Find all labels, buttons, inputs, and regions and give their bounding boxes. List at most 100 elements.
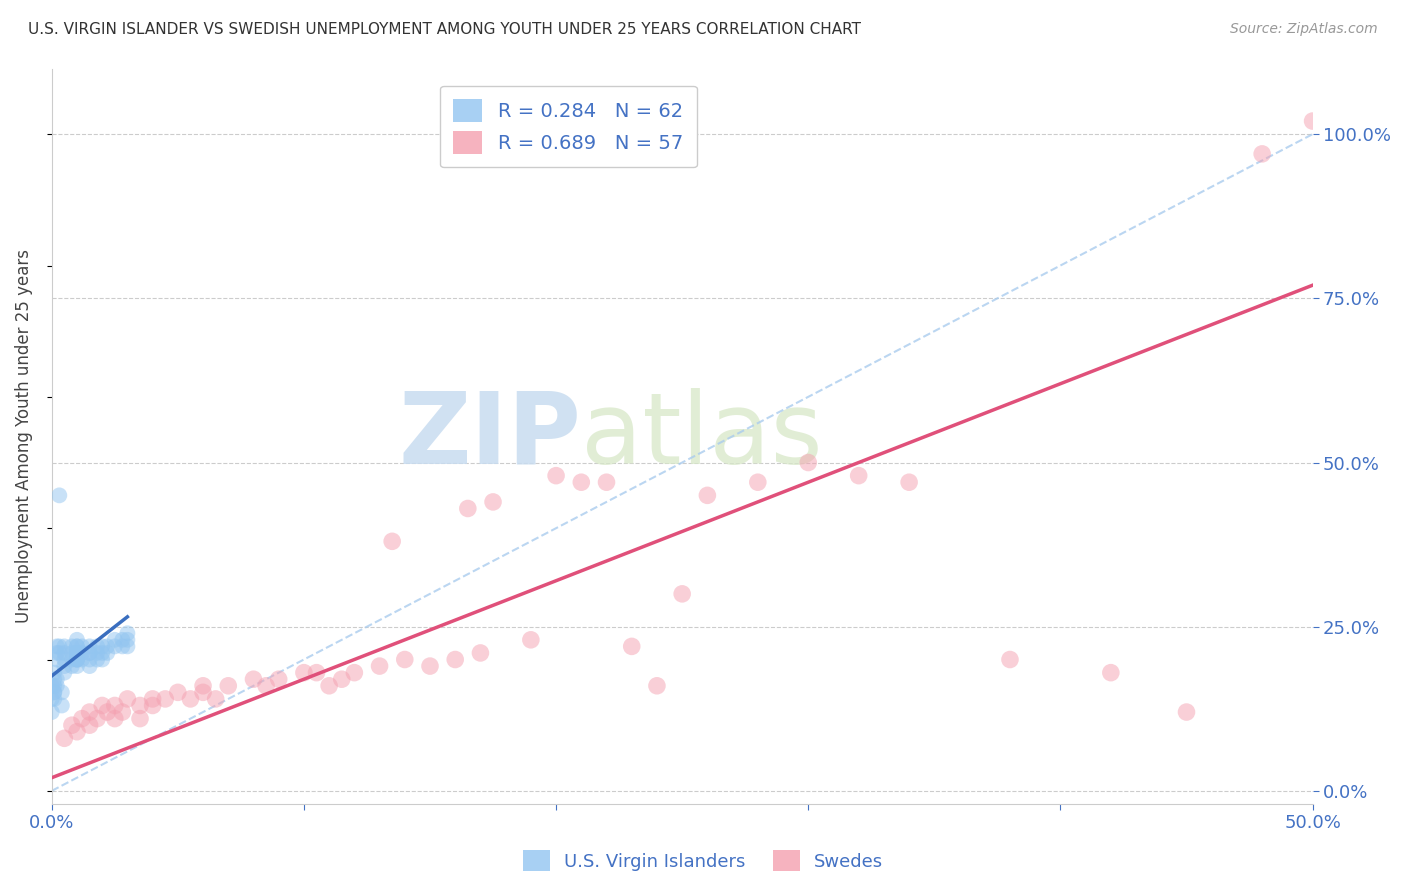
Point	[104, 632, 127, 647]
Point	[166, 685, 188, 699]
Point	[53, 665, 76, 680]
Point	[191, 685, 214, 699]
Point	[104, 698, 127, 713]
Point	[70, 646, 93, 660]
Point	[645, 679, 668, 693]
Text: ZIP: ZIP	[398, 388, 581, 484]
Point	[91, 698, 114, 713]
Point	[48, 646, 70, 660]
Point	[419, 659, 441, 673]
Point	[79, 705, 101, 719]
Point	[60, 659, 83, 673]
Y-axis label: Unemployment Among Youth under 25 years: Unemployment Among Youth under 25 years	[15, 249, 32, 624]
Point	[217, 679, 239, 693]
Point	[79, 646, 101, 660]
Point	[457, 501, 479, 516]
Point	[470, 646, 492, 660]
Point	[79, 640, 101, 654]
Point	[44, 679, 66, 693]
Point	[142, 692, 165, 706]
Legend: R = 0.284   N = 62, R = 0.689   N = 57: R = 0.284 N = 62, R = 0.689 N = 57	[440, 86, 697, 168]
Point	[66, 724, 89, 739]
Point	[53, 640, 76, 654]
Point	[41, 705, 63, 719]
Point	[254, 679, 277, 693]
Point	[66, 646, 89, 660]
Point	[520, 632, 543, 647]
Point	[117, 626, 139, 640]
Point	[66, 632, 89, 647]
Point	[45, 672, 67, 686]
Point	[444, 652, 467, 666]
Point	[318, 679, 340, 693]
Point	[66, 659, 89, 673]
Point	[117, 640, 139, 654]
Point	[898, 475, 921, 490]
Point	[60, 652, 83, 666]
Point	[66, 640, 89, 654]
Point	[117, 632, 139, 647]
Point	[482, 495, 505, 509]
Point	[111, 632, 134, 647]
Point	[53, 731, 76, 746]
Point	[79, 652, 101, 666]
Point	[117, 692, 139, 706]
Point	[70, 652, 93, 666]
Point	[998, 652, 1021, 666]
Point	[797, 456, 820, 470]
Point	[51, 685, 73, 699]
Point	[292, 665, 315, 680]
Point	[91, 646, 114, 660]
Point	[66, 646, 89, 660]
Point	[91, 640, 114, 654]
Point	[96, 640, 118, 654]
Text: U.S. VIRGIN ISLANDER VS SWEDISH UNEMPLOYMENT AMONG YOUTH UNDER 25 YEARS CORRELAT: U.S. VIRGIN ISLANDER VS SWEDISH UNEMPLOY…	[28, 22, 860, 37]
Point	[86, 646, 108, 660]
Point	[96, 705, 118, 719]
Point	[79, 659, 101, 673]
Point	[546, 468, 568, 483]
Point	[79, 646, 101, 660]
Point	[70, 712, 93, 726]
Point	[66, 652, 89, 666]
Point	[267, 672, 290, 686]
Point	[66, 646, 89, 660]
Point	[66, 652, 89, 666]
Point	[104, 712, 127, 726]
Point	[48, 640, 70, 654]
Point	[60, 718, 83, 732]
Point	[1251, 147, 1274, 161]
Point	[242, 672, 264, 686]
Point	[86, 712, 108, 726]
Point	[44, 665, 66, 680]
Point	[45, 652, 67, 666]
Point	[66, 652, 89, 666]
Point	[45, 640, 67, 654]
Point	[86, 640, 108, 654]
Point	[44, 685, 66, 699]
Point	[44, 672, 66, 686]
Point	[86, 652, 108, 666]
Point	[696, 488, 718, 502]
Point	[79, 718, 101, 732]
Point	[66, 640, 89, 654]
Point	[41, 679, 63, 693]
Text: atlas: atlas	[581, 388, 823, 484]
Point	[48, 488, 70, 502]
Point	[620, 640, 643, 654]
Point	[747, 475, 769, 490]
Point	[204, 692, 226, 706]
Point	[1099, 665, 1122, 680]
Point	[53, 652, 76, 666]
Point	[45, 679, 67, 693]
Point	[44, 685, 66, 699]
Point	[595, 475, 617, 490]
Point	[569, 475, 592, 490]
Point	[70, 640, 93, 654]
Point	[381, 534, 404, 549]
Point	[44, 692, 66, 706]
Point	[330, 672, 353, 686]
Point	[394, 652, 416, 666]
Point	[305, 665, 328, 680]
Point	[179, 692, 201, 706]
